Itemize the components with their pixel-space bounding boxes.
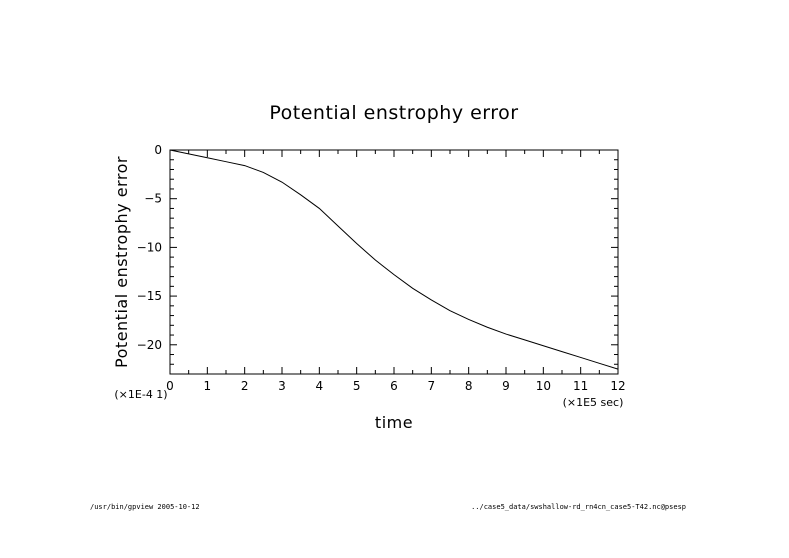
x-tick-label: 2 <box>241 379 249 393</box>
y-tick-labels: 0 −5 −10 −15 −20 <box>137 143 162 352</box>
x-tick-labels: 0 1 2 3 4 5 6 7 8 9 10 11 12 <box>166 379 625 393</box>
x-tick-label: 9 <box>502 379 510 393</box>
major-ticks <box>169 149 619 374</box>
x-axis-title: time <box>375 413 413 432</box>
y-unit-label: (×1E-4 1) <box>114 388 167 401</box>
y-tick-label: −15 <box>137 289 162 303</box>
x-tick-label: 1 <box>204 379 212 393</box>
series-line <box>169 149 619 370</box>
x-tick-label: 4 <box>316 379 324 393</box>
x-tick-label: 10 <box>536 379 551 393</box>
chart-title: Potential enstrophy error <box>269 102 518 124</box>
y-tick-label: −20 <box>137 338 162 352</box>
x-tick-label: 12 <box>610 379 625 393</box>
y-tick-label: 0 <box>154 143 162 157</box>
x-tick-label: 5 <box>353 379 361 393</box>
x-tick-label: 0 <box>166 379 174 393</box>
x-tick-label: 7 <box>428 379 436 393</box>
x-tick-label: 3 <box>278 379 286 393</box>
minor-ticks <box>170 150 618 375</box>
x-tick-label: 11 <box>573 379 588 393</box>
plot-frame <box>169 149 619 375</box>
y-tick-label: −5 <box>144 192 162 206</box>
footer-left: /usr/bin/gpview 2005-10-12 <box>90 503 200 511</box>
y-tick-label: −10 <box>137 240 162 254</box>
y-axis-title: Potential enstrophy error <box>112 156 131 368</box>
x-tick-label: 6 <box>390 379 398 393</box>
footer-right: ../case5_data/swshallow-rd_rn4cn_case5-T… <box>471 503 686 511</box>
x-tick-label: 8 <box>465 379 473 393</box>
x-unit-label: (×1E5 sec) <box>563 396 624 409</box>
